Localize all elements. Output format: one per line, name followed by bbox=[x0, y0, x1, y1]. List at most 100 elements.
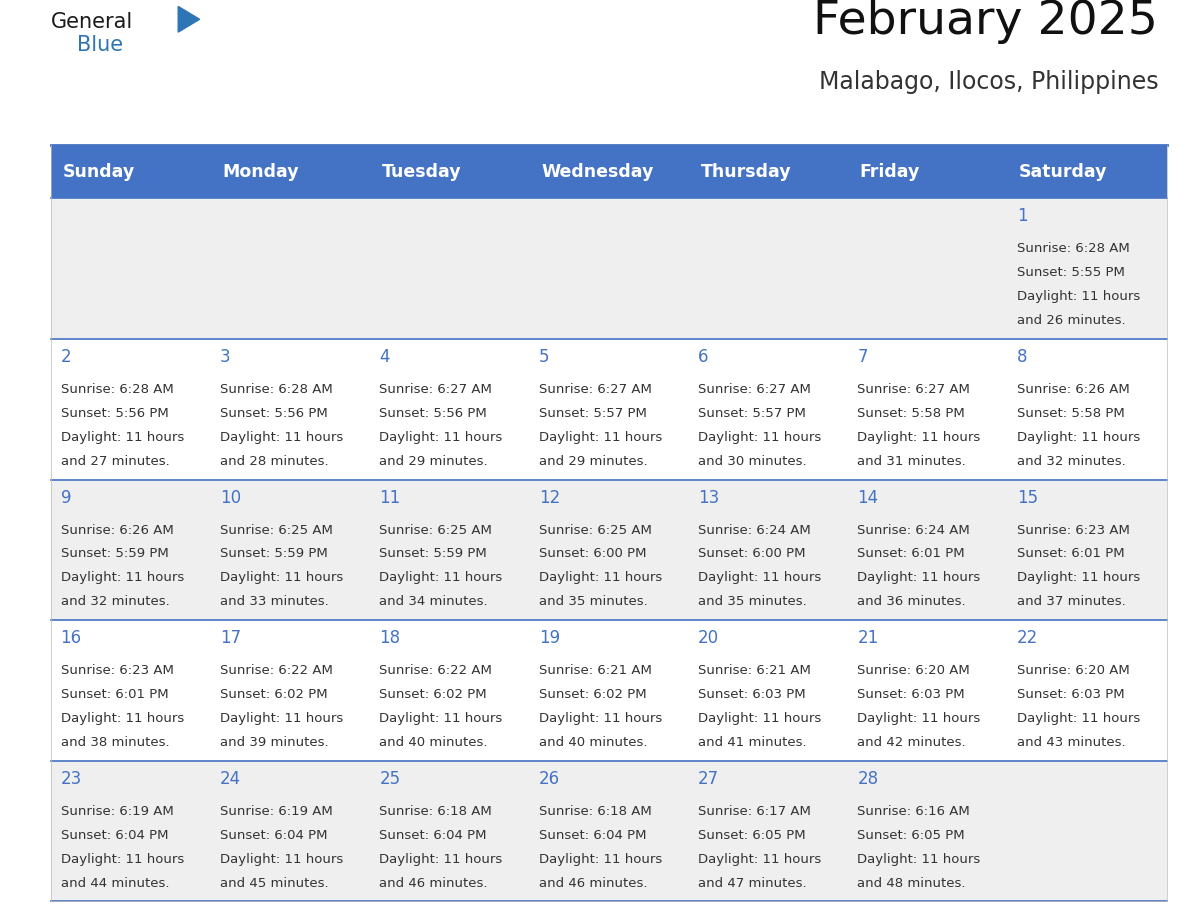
FancyBboxPatch shape bbox=[51, 761, 1167, 901]
Text: Sunrise: 6:16 AM: Sunrise: 6:16 AM bbox=[858, 805, 971, 818]
Text: Daylight: 11 hours: Daylight: 11 hours bbox=[538, 571, 662, 585]
Text: Sunset: 6:04 PM: Sunset: 6:04 PM bbox=[220, 829, 328, 842]
Text: Sunrise: 6:18 AM: Sunrise: 6:18 AM bbox=[538, 805, 651, 818]
Text: 26: 26 bbox=[538, 770, 560, 788]
Text: Daylight: 11 hours: Daylight: 11 hours bbox=[220, 853, 343, 866]
Text: 18: 18 bbox=[379, 630, 400, 647]
Text: General: General bbox=[51, 12, 133, 32]
Text: Sunrise: 6:27 AM: Sunrise: 6:27 AM bbox=[538, 383, 651, 396]
Text: Daylight: 11 hours: Daylight: 11 hours bbox=[379, 712, 503, 725]
Text: and 26 minutes.: and 26 minutes. bbox=[1017, 314, 1125, 327]
Text: 22: 22 bbox=[1017, 630, 1038, 647]
Text: 5: 5 bbox=[538, 348, 549, 366]
Text: Sunday: Sunday bbox=[63, 162, 135, 181]
Text: Sunrise: 6:27 AM: Sunrise: 6:27 AM bbox=[699, 383, 811, 396]
Text: 21: 21 bbox=[858, 630, 879, 647]
Text: and 46 minutes.: and 46 minutes. bbox=[538, 877, 647, 890]
Text: Sunrise: 6:22 AM: Sunrise: 6:22 AM bbox=[220, 665, 333, 677]
Text: Sunset: 6:04 PM: Sunset: 6:04 PM bbox=[61, 829, 168, 842]
Text: Sunset: 6:04 PM: Sunset: 6:04 PM bbox=[379, 829, 487, 842]
Text: Sunrise: 6:28 AM: Sunrise: 6:28 AM bbox=[1017, 242, 1130, 255]
Text: Sunrise: 6:21 AM: Sunrise: 6:21 AM bbox=[538, 665, 651, 677]
Text: 24: 24 bbox=[220, 770, 241, 788]
Text: 20: 20 bbox=[699, 630, 719, 647]
Text: Sunset: 6:02 PM: Sunset: 6:02 PM bbox=[220, 688, 328, 701]
Text: and 42 minutes.: and 42 minutes. bbox=[858, 736, 966, 749]
Text: 2: 2 bbox=[61, 348, 71, 366]
Text: and 27 minutes.: and 27 minutes. bbox=[61, 454, 170, 467]
Text: Sunset: 6:01 PM: Sunset: 6:01 PM bbox=[1017, 547, 1124, 561]
Text: Sunrise: 6:19 AM: Sunrise: 6:19 AM bbox=[220, 805, 333, 818]
Text: and 47 minutes.: and 47 minutes. bbox=[699, 877, 807, 890]
Text: Saturday: Saturday bbox=[1019, 162, 1107, 181]
Text: and 35 minutes.: and 35 minutes. bbox=[699, 595, 807, 609]
FancyBboxPatch shape bbox=[51, 145, 1167, 198]
Text: Sunrise: 6:25 AM: Sunrise: 6:25 AM bbox=[220, 523, 333, 537]
Text: and 36 minutes.: and 36 minutes. bbox=[858, 595, 966, 609]
Text: Sunrise: 6:18 AM: Sunrise: 6:18 AM bbox=[379, 805, 492, 818]
Text: Sunset: 6:04 PM: Sunset: 6:04 PM bbox=[538, 829, 646, 842]
Text: and 43 minutes.: and 43 minutes. bbox=[1017, 736, 1125, 749]
Text: Friday: Friday bbox=[860, 162, 921, 181]
Text: and 40 minutes.: and 40 minutes. bbox=[538, 736, 647, 749]
Text: Sunset: 5:56 PM: Sunset: 5:56 PM bbox=[220, 407, 328, 420]
Text: and 44 minutes.: and 44 minutes. bbox=[61, 877, 169, 890]
Text: Daylight: 11 hours: Daylight: 11 hours bbox=[699, 853, 821, 866]
Text: Daylight: 11 hours: Daylight: 11 hours bbox=[379, 571, 503, 585]
Text: Daylight: 11 hours: Daylight: 11 hours bbox=[858, 571, 980, 585]
Text: 14: 14 bbox=[858, 488, 878, 507]
Text: Daylight: 11 hours: Daylight: 11 hours bbox=[220, 431, 343, 443]
Text: Daylight: 11 hours: Daylight: 11 hours bbox=[699, 571, 821, 585]
Text: and 29 minutes.: and 29 minutes. bbox=[379, 454, 488, 467]
Text: Sunrise: 6:23 AM: Sunrise: 6:23 AM bbox=[61, 665, 173, 677]
Text: and 48 minutes.: and 48 minutes. bbox=[858, 877, 966, 890]
Text: Sunrise: 6:26 AM: Sunrise: 6:26 AM bbox=[61, 523, 173, 537]
Text: Sunset: 5:59 PM: Sunset: 5:59 PM bbox=[220, 547, 328, 561]
Text: and 38 minutes.: and 38 minutes. bbox=[61, 736, 169, 749]
Text: and 32 minutes.: and 32 minutes. bbox=[1017, 454, 1125, 467]
Text: Sunset: 6:03 PM: Sunset: 6:03 PM bbox=[699, 688, 805, 701]
Text: and 34 minutes.: and 34 minutes. bbox=[379, 595, 488, 609]
Text: Daylight: 11 hours: Daylight: 11 hours bbox=[61, 571, 184, 585]
Text: Daylight: 11 hours: Daylight: 11 hours bbox=[1017, 571, 1140, 585]
Text: Sunrise: 6:20 AM: Sunrise: 6:20 AM bbox=[858, 665, 971, 677]
Text: Sunset: 5:58 PM: Sunset: 5:58 PM bbox=[1017, 407, 1125, 420]
Text: Sunrise: 6:19 AM: Sunrise: 6:19 AM bbox=[61, 805, 173, 818]
Text: Sunrise: 6:25 AM: Sunrise: 6:25 AM bbox=[379, 523, 492, 537]
Text: Sunrise: 6:22 AM: Sunrise: 6:22 AM bbox=[379, 665, 492, 677]
Text: Sunset: 5:58 PM: Sunset: 5:58 PM bbox=[858, 407, 965, 420]
Text: Monday: Monday bbox=[222, 162, 299, 181]
Text: Sunrise: 6:20 AM: Sunrise: 6:20 AM bbox=[1017, 665, 1130, 677]
Text: Daylight: 11 hours: Daylight: 11 hours bbox=[61, 853, 184, 866]
Polygon shape bbox=[178, 6, 200, 32]
Text: 28: 28 bbox=[858, 770, 878, 788]
Text: Sunrise: 6:28 AM: Sunrise: 6:28 AM bbox=[220, 383, 333, 396]
Text: 23: 23 bbox=[61, 770, 82, 788]
Text: and 41 minutes.: and 41 minutes. bbox=[699, 736, 807, 749]
Text: 3: 3 bbox=[220, 348, 230, 366]
Text: Daylight: 11 hours: Daylight: 11 hours bbox=[1017, 431, 1140, 443]
Text: Daylight: 11 hours: Daylight: 11 hours bbox=[379, 853, 503, 866]
Text: 6: 6 bbox=[699, 348, 708, 366]
Text: Sunset: 5:55 PM: Sunset: 5:55 PM bbox=[1017, 266, 1125, 279]
Text: Sunset: 6:01 PM: Sunset: 6:01 PM bbox=[858, 547, 965, 561]
Text: 7: 7 bbox=[858, 348, 868, 366]
Text: 13: 13 bbox=[699, 488, 719, 507]
FancyBboxPatch shape bbox=[51, 198, 1167, 339]
Text: Sunset: 5:56 PM: Sunset: 5:56 PM bbox=[61, 407, 169, 420]
Text: Daylight: 11 hours: Daylight: 11 hours bbox=[1017, 290, 1140, 303]
Text: 12: 12 bbox=[538, 488, 560, 507]
Text: and 32 minutes.: and 32 minutes. bbox=[61, 595, 170, 609]
Text: 27: 27 bbox=[699, 770, 719, 788]
Text: Sunset: 5:57 PM: Sunset: 5:57 PM bbox=[538, 407, 646, 420]
Text: Sunrise: 6:27 AM: Sunrise: 6:27 AM bbox=[379, 383, 492, 396]
Text: Blue: Blue bbox=[77, 35, 124, 55]
Text: Sunrise: 6:24 AM: Sunrise: 6:24 AM bbox=[858, 523, 971, 537]
Text: 4: 4 bbox=[379, 348, 390, 366]
Text: and 29 minutes.: and 29 minutes. bbox=[538, 454, 647, 467]
Text: and 28 minutes.: and 28 minutes. bbox=[220, 454, 329, 467]
Text: Daylight: 11 hours: Daylight: 11 hours bbox=[61, 431, 184, 443]
Text: Sunrise: 6:17 AM: Sunrise: 6:17 AM bbox=[699, 805, 811, 818]
Text: Daylight: 11 hours: Daylight: 11 hours bbox=[538, 853, 662, 866]
Text: Daylight: 11 hours: Daylight: 11 hours bbox=[538, 431, 662, 443]
